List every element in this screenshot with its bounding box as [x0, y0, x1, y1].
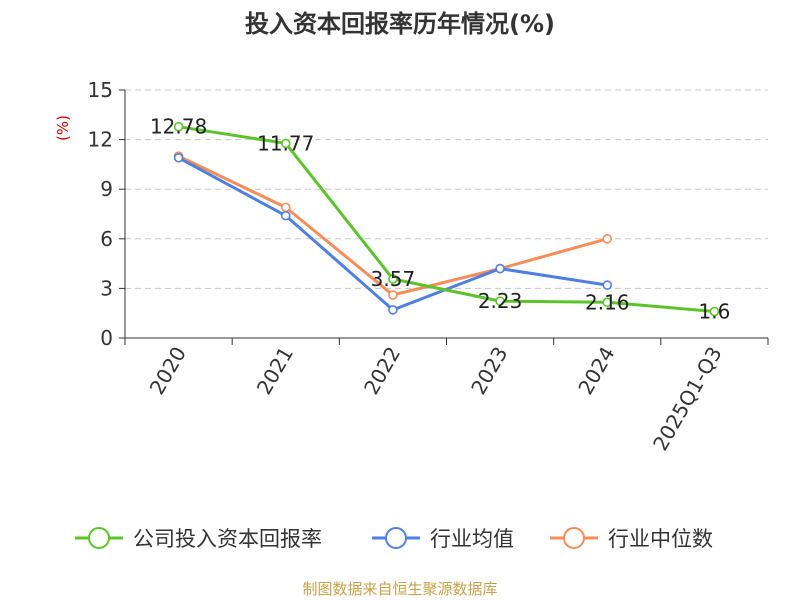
data-label: 12.78 [150, 115, 207, 139]
legend-item-2: 行业中位数 [550, 527, 713, 551]
legend-item-1: 行业均值 [372, 527, 514, 551]
legend-marker [563, 527, 585, 549]
legend-marker [88, 527, 110, 549]
legend: 公司投入资本回报率 行业均值 行业中位数 [75, 527, 713, 551]
x-tick-label: 2025Q1-Q3 [648, 343, 727, 455]
legend-label: 行业中位数 [608, 527, 713, 551]
data-point [602, 234, 613, 244]
y-tick-label: 3 [100, 276, 113, 300]
legend-label: 行业均值 [430, 527, 514, 551]
legend-item-0: 公司投入资本回报率 [75, 527, 322, 551]
y-axis-label: (%) [54, 115, 72, 141]
data-point [173, 121, 184, 132]
source-note: 制图数据来自恒生聚源数据库 [302, 580, 497, 598]
legend-marker [385, 527, 407, 549]
data-point [280, 138, 291, 149]
data-point [280, 210, 291, 221]
data-point [495, 263, 505, 274]
data-point [602, 297, 613, 308]
data-label: 3.57 [371, 267, 416, 291]
x-tick-label: 2021 [252, 343, 298, 399]
data-point [280, 202, 291, 213]
data-point [495, 296, 505, 306]
data-point [173, 152, 184, 163]
x-tick-label: 2020 [145, 343, 191, 399]
data-point [388, 274, 398, 284]
x-tick-label: 2022 [359, 343, 405, 399]
data-point [388, 305, 398, 315]
series-line [178, 125, 715, 313]
y-tick-label: 0 [100, 326, 113, 350]
axes: 0 3 6 9 12 15 2020 2021 2022 2023 2024 2025Q1-Q3 [88, 78, 769, 455]
data-labels: 12.78 11.77 3.57 2.23 2.16 1.6 [150, 115, 730, 324]
series-0 [173, 121, 720, 317]
data-point [388, 290, 398, 300]
data-label: 2.23 [478, 289, 523, 313]
x-tick-label: 2023 [466, 343, 512, 399]
y-tick-label: 15 [88, 78, 113, 102]
y-tick-label: 9 [100, 177, 113, 201]
x-tick-label: 2024 [573, 343, 619, 399]
data-point [602, 280, 613, 290]
y-tick-label: 6 [100, 227, 113, 251]
y-tick-label: 12 [88, 128, 113, 152]
data-label: 1.6 [699, 300, 731, 324]
chart-title: 投入资本回报率历年情况(%) [245, 10, 555, 38]
data-label: 2.16 [585, 290, 630, 314]
series-1 [173, 152, 613, 315]
grid-lines [125, 89, 768, 289]
series-layer [173, 121, 720, 317]
legend-label: 公司投入资本回报率 [133, 527, 322, 551]
data-point [709, 306, 720, 317]
data-label: 11.77 [257, 131, 314, 155]
